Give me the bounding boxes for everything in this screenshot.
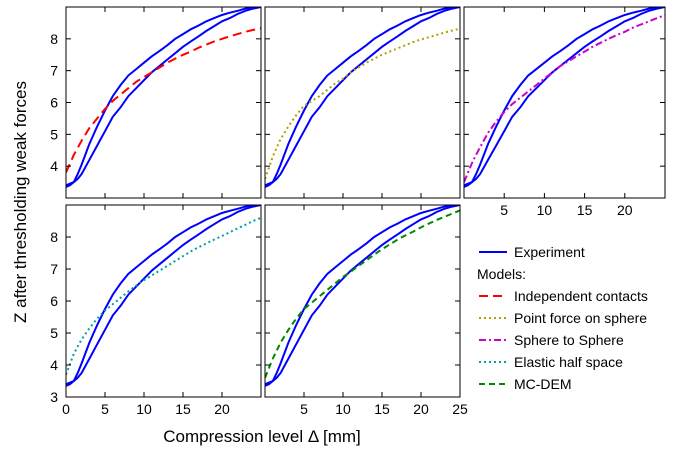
experiment-curve-2 [66, 7, 261, 188]
panel-1: 4 5 6 7 8 [50, 6, 262, 199]
x-tick-label: 15 [374, 401, 390, 417]
legend-header: Models: [477, 266, 526, 282]
panel-4: 0 5 10 15 20 3 4 5 6 7 8 [50, 204, 262, 417]
experiment-curve-1 [66, 205, 261, 386]
legend-label: Elastic half space [514, 354, 623, 370]
model-curve-elastic-half-space [66, 216, 261, 375]
model-curve-sphere-to-sphere [464, 14, 665, 183]
x-tick-label: 15 [577, 202, 593, 218]
legend-item: Point force on sphere [479, 310, 647, 326]
legend-item: Independent contacts [479, 288, 648, 304]
model-curve-point-force-on-sphere [265, 27, 460, 180]
legend-label: Sphere to Sphere [514, 332, 624, 348]
y-tick-label: 5 [50, 126, 58, 142]
legend-item: MC-DEM [479, 376, 572, 392]
x-tick-label: 15 [175, 401, 191, 417]
experiment-curve-2 [265, 205, 460, 387]
legend-label: Experiment [514, 244, 585, 260]
y-tick-label: 3 [50, 389, 58, 405]
y-tick-label: 8 [50, 229, 58, 245]
legend-item: Elastic half space [479, 354, 623, 370]
x-tick-label: 5 [101, 401, 109, 417]
panel-frame [264, 204, 461, 398]
x-tick-label: 10 [537, 202, 553, 218]
y-tick-label: 7 [50, 63, 58, 79]
x-tick-label: 5 [300, 401, 308, 417]
legend-header-text: Models: [477, 266, 526, 282]
experiment-curve-1 [265, 7, 460, 187]
panel-frame [65, 6, 262, 199]
model-curve-independent-contacts [66, 27, 261, 173]
x-tick-label: 10 [136, 401, 152, 417]
panel-5: 5 10 15 20 25 [264, 204, 468, 417]
panel-2 [264, 6, 461, 199]
y-tick-label: 4 [50, 357, 58, 373]
legend-item: Experiment [479, 244, 585, 260]
y-tick-label: 4 [50, 158, 58, 174]
y-tick-label: 8 [50, 31, 58, 47]
x-tick-label: 20 [413, 401, 429, 417]
legend-label: MC-DEM [514, 376, 572, 392]
x-tick-label: 20 [214, 401, 230, 417]
x-tick-label: 20 [617, 202, 633, 218]
model-curve-mc-dem [265, 209, 460, 379]
panel-3: 5 10 15 20 [463, 6, 666, 218]
y-tick-label: 5 [50, 325, 58, 341]
panel-frame [65, 204, 262, 398]
experiment-curve-2 [66, 205, 261, 387]
experiment-curve-1 [265, 205, 460, 386]
legend-label: Independent contacts [514, 288, 648, 304]
experiment-curve-2 [464, 7, 665, 188]
y-tick-label: 6 [50, 293, 58, 309]
x-axis-label: Compression level Δ [mm] [163, 427, 360, 446]
experiment-curve-2 [265, 7, 460, 188]
x-tick-label: 25 [452, 401, 468, 417]
legend-label: Point force on sphere [514, 310, 647, 326]
panels-group: 4 5 6 7 8 5 10 15 20 0 5 10 15 20 3 4 5 6 7 8 5 10 15 20 25 [50, 6, 666, 417]
x-tick-label: 5 [500, 202, 508, 218]
panel-frame [264, 6, 461, 199]
experiment-curve-1 [66, 7, 261, 187]
panel-frame [463, 6, 666, 199]
legend: Experiment Models: Independent contacts Poi… [477, 244, 648, 392]
x-tick-label: 10 [335, 401, 351, 417]
experiment-curve-1 [464, 7, 665, 187]
y-axis-label: Z after thresholding weak forces [11, 81, 30, 323]
y-tick-label: 6 [50, 95, 58, 111]
legend-item: Sphere to Sphere [479, 332, 624, 348]
x-tick-label: 0 [62, 401, 70, 417]
y-tick-label: 7 [50, 261, 58, 277]
